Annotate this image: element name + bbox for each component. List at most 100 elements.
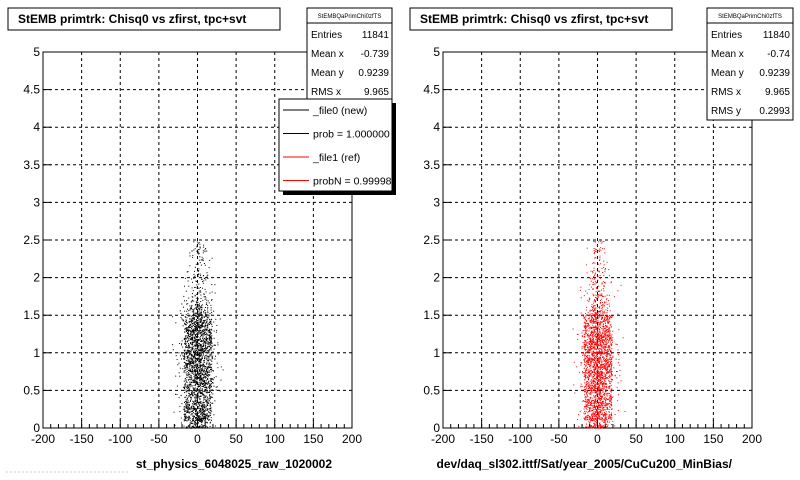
- data-point: [200, 377, 202, 379]
- data-point: [604, 341, 606, 343]
- data-point: [198, 411, 200, 413]
- data-point: [187, 364, 189, 365]
- data-point: [178, 372, 180, 374]
- data-point: [180, 312, 182, 314]
- data-point: [200, 320, 202, 322]
- data-point: [194, 321, 196, 323]
- data-point: [576, 366, 578, 368]
- data-point: [610, 344, 612, 346]
- data-point: [584, 417, 586, 419]
- data-point: [587, 401, 589, 403]
- data-point: [193, 323, 195, 325]
- data-point: [185, 398, 187, 400]
- data-point: [584, 348, 585, 350]
- data-point: [603, 266, 604, 268]
- data-point: [209, 363, 211, 365]
- data-point: [585, 412, 586, 414]
- data-point: [622, 337, 624, 339]
- data-point: [581, 346, 583, 348]
- data-point: [196, 306, 198, 308]
- data-point: [604, 366, 606, 368]
- data-point: [595, 272, 597, 274]
- data-point: [605, 349, 607, 351]
- data-point: [600, 356, 601, 358]
- data-point: [610, 340, 612, 342]
- data-point: [184, 415, 186, 417]
- data-point: [599, 336, 600, 338]
- data-point: [592, 350, 594, 352]
- data-point: [590, 393, 592, 395]
- data-point: [203, 312, 205, 314]
- data-point: [200, 378, 202, 380]
- data-point: [595, 328, 597, 329]
- data-point: [201, 344, 203, 346]
- data-point: [589, 342, 591, 344]
- data-point: [586, 369, 588, 371]
- data-point: [587, 376, 589, 378]
- data-point: [188, 310, 190, 312]
- data-point: [594, 363, 596, 365]
- data-point: [188, 334, 190, 336]
- data-point: [197, 331, 199, 333]
- data-point: [194, 286, 196, 288]
- x-tick-label: 150: [303, 432, 323, 446]
- data-point: [591, 415, 593, 417]
- data-point: [196, 367, 198, 369]
- data-point: [207, 359, 209, 361]
- data-point: [184, 343, 186, 345]
- data-point: [591, 360, 593, 362]
- data-point: [190, 351, 191, 353]
- data-point: [584, 364, 586, 365]
- data-point: [593, 288, 594, 290]
- data-point: [209, 388, 211, 390]
- data-point: [186, 341, 188, 343]
- data-point: [590, 388, 592, 390]
- data-point: [199, 243, 201, 245]
- data-point: [183, 420, 185, 422]
- data-point: [590, 407, 592, 409]
- data-point: [585, 406, 587, 408]
- data-point: [210, 366, 212, 368]
- data-point: [581, 390, 583, 392]
- data-point: [594, 359, 596, 361]
- data-point: [214, 358, 216, 360]
- data-point: [593, 361, 595, 363]
- data-point: [586, 367, 587, 369]
- data-point: [183, 358, 185, 360]
- data-point: [593, 415, 595, 417]
- data-point: [601, 384, 603, 385]
- data-point: [607, 353, 609, 355]
- data-point: [191, 395, 193, 397]
- data-point: [207, 341, 209, 343]
- data-point: [201, 425, 203, 427]
- data-point: [600, 387, 602, 389]
- data-point: [584, 426, 586, 428]
- data-point: [185, 403, 187, 405]
- data-point: [607, 339, 609, 341]
- data-point: [591, 327, 593, 329]
- data-point: [605, 337, 606, 339]
- data-point: [599, 335, 601, 337]
- data-point: [585, 313, 587, 314]
- data-point: [602, 281, 604, 283]
- data-point: [199, 303, 200, 305]
- data-point: [600, 374, 602, 376]
- data-point: [609, 369, 611, 371]
- data-point: [585, 404, 587, 406]
- data-point: [190, 369, 191, 371]
- data-point: [598, 337, 600, 339]
- data-point: [607, 421, 609, 423]
- data-point: [206, 314, 208, 316]
- data-point: [193, 401, 195, 403]
- data-point: [196, 329, 198, 331]
- data-point: [184, 370, 186, 371]
- data-point: [599, 380, 601, 381]
- data-point: [594, 280, 596, 282]
- data-point: [199, 378, 201, 380]
- data-point: [185, 400, 187, 402]
- data-point: [590, 383, 592, 385]
- data-point: [599, 335, 601, 337]
- data-point: [603, 365, 605, 367]
- data-point: [607, 310, 608, 312]
- data-point: [200, 330, 202, 332]
